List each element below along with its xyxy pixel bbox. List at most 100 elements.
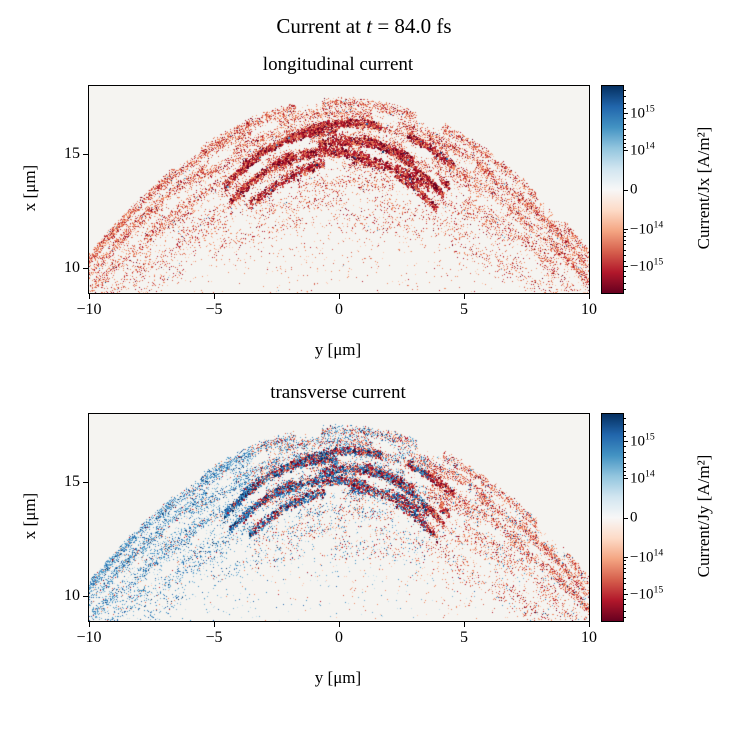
colorbar-minor-tick-mark (623, 435, 626, 437)
colorbar-tick-mark (623, 266, 628, 268)
x-tick-mark (339, 621, 340, 627)
colorbar-minor-tick-mark (623, 568, 626, 570)
x-tick-label: −10 (76, 301, 102, 318)
figure-title-value: = 84.0 fs (372, 14, 452, 38)
panel-transverse-current: transverse current x [μm] −10 −5 0 5 10 15 10 … (0, 380, 750, 710)
colorbar: 1015 1014 0 −1014 −1015 (601, 413, 663, 622)
colorbar-tick-mark (623, 189, 628, 191)
y-tick-mark (83, 267, 89, 269)
colorbar-minor-tick-mark (623, 288, 626, 290)
colorbar-gradient (602, 86, 623, 293)
colorbar-tick-label: −1014 (630, 547, 664, 566)
scatter-canvas (89, 86, 589, 293)
colorbar-minor-tick-mark (623, 588, 626, 590)
colorbar-minor-tick-mark (623, 582, 626, 584)
colorbar-minor-tick-mark (623, 564, 626, 566)
panel-title: longitudinal current (262, 54, 414, 75)
colorbar-tick-label: 1015 (630, 431, 655, 450)
y-axis-label: x [μm] (20, 164, 39, 212)
colorbar-minor-tick-mark (623, 107, 626, 109)
colorbar-tick-mark (623, 556, 628, 558)
colorbar-minor-tick-mark (623, 616, 626, 618)
colorbar-tick-mark (623, 228, 628, 230)
x-tick-label: −5 (205, 301, 223, 318)
colorbar-tick-mark (623, 150, 628, 152)
colorbar-tick-mark (623, 112, 628, 114)
x-tick-mark (89, 293, 90, 299)
colorbar-minor-tick-mark (623, 96, 626, 98)
colorbar-minor-tick-mark (623, 475, 626, 477)
colorbar-minor-tick-mark (623, 118, 626, 120)
colorbar-tick-label: 1015 (630, 103, 655, 122)
colorbar-minor-tick-mark (623, 244, 626, 246)
colorbar-minor-tick-mark (623, 124, 626, 126)
colorbar-minor-tick-mark (623, 577, 626, 579)
colorbar-tick-label: 1014 (630, 468, 655, 487)
plot-area: −10 −5 0 5 10 15 10 (64, 85, 597, 318)
x-tick-label: 0 (335, 301, 343, 318)
colorbar-minor-tick-mark (623, 260, 626, 262)
x-tick-label: 5 (460, 301, 468, 318)
colorbar-minor-tick-mark (623, 424, 626, 426)
figure-title-variable: t (366, 14, 373, 38)
x-tick-mark (339, 293, 340, 299)
x-tick-mark (89, 621, 90, 627)
colorbar-minor-tick-mark (623, 271, 626, 273)
colorbar-label: Current/Jx [A/m²] (694, 126, 713, 250)
colorbar-tick-mark (623, 440, 628, 442)
colorbar-minor-tick-mark (623, 610, 626, 612)
colorbar-minor-tick-mark (623, 418, 626, 420)
x-tick-mark (214, 621, 215, 627)
panel-longitudinal-current: longitudinal current x [μm] −10 −5 0 5 10 15 1… (0, 52, 750, 382)
colorbar-tick-mark (623, 478, 628, 480)
colorbar-minor-tick-mark (623, 452, 626, 454)
colorbar-minor-tick-mark (623, 462, 626, 464)
colorbar-tick-label: −1015 (630, 584, 664, 603)
colorbar-label: Current/Jy [A/m²] (694, 454, 713, 578)
colorbar-minor-tick-mark (623, 470, 626, 472)
colorbar-tick-label: −1015 (630, 256, 664, 275)
colorbar-minor-tick-mark (623, 282, 626, 284)
colorbar-minor-tick-mark (623, 430, 626, 432)
colorbar-minor-tick-mark (623, 90, 626, 92)
colorbar-minor-tick-mark (623, 129, 626, 131)
x-tick-mark (589, 293, 590, 299)
colorbar-tick-mark (623, 594, 628, 596)
x-tick-mark (214, 293, 215, 299)
colorbar-minor-tick-mark (623, 138, 626, 140)
colorbar-tick-label: 1014 (630, 140, 655, 159)
colorbar-gradient (602, 414, 623, 621)
colorbar-tick-mark (623, 517, 628, 519)
colorbar-minor-tick-mark (623, 240, 626, 242)
colorbar-minor-tick-mark (623, 102, 626, 104)
plot-area: −10 −5 0 5 10 15 10 (64, 413, 597, 646)
colorbar-minor-tick-mark (623, 604, 626, 606)
colorbar-minor-tick-mark (623, 142, 626, 144)
colorbar-minor-tick-mark (623, 572, 626, 574)
colorbar-tick-label: −1014 (630, 219, 664, 238)
colorbar-minor-tick-mark (623, 254, 626, 256)
colorbar-tick-label: 0 (630, 181, 638, 197)
y-tick-mark (83, 154, 89, 156)
colorbar-minor-tick-mark (623, 599, 626, 601)
figure-title-text: Current at (276, 14, 367, 38)
x-tick-label: −10 (76, 629, 102, 646)
y-axis-label: x [μm] (20, 492, 39, 540)
panel-title: transverse current (270, 382, 406, 403)
y-tick-label: 10 (64, 586, 80, 604)
x-tick-label: 10 (581, 629, 597, 646)
x-tick-label: 0 (335, 629, 343, 646)
scatter-canvas (89, 414, 589, 621)
colorbar-minor-tick-mark (623, 134, 626, 136)
colorbar-minor-tick-mark (623, 236, 626, 238)
colorbar-minor-tick-mark (623, 559, 626, 561)
colorbar-minor-tick-mark (623, 231, 626, 233)
x-tick-mark (464, 293, 465, 299)
y-tick-label: 15 (64, 473, 80, 491)
x-tick-label: −5 (205, 629, 223, 646)
colorbar-minor-tick-mark (623, 457, 626, 459)
x-tick-label: 5 (460, 629, 468, 646)
y-tick-mark (83, 482, 89, 484)
colorbar-minor-tick-mark (623, 147, 626, 149)
